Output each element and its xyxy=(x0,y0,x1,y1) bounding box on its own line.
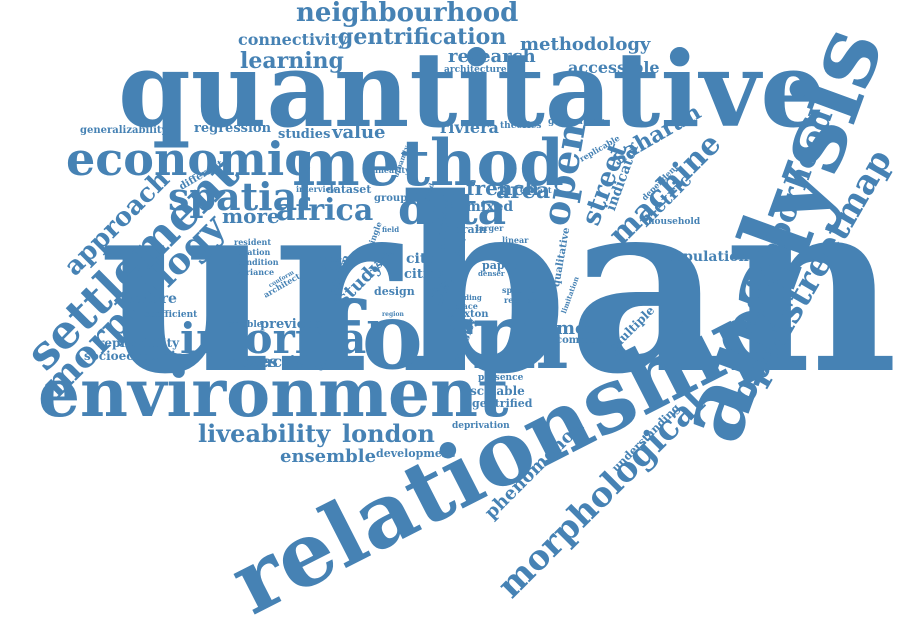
word-learning: learning xyxy=(240,48,344,74)
word-finding: finding xyxy=(454,293,482,302)
word-replicability: replicability xyxy=(98,336,180,350)
word-french: french xyxy=(466,176,540,200)
word-generalizability: generalizability xyxy=(80,125,168,136)
word-ensemble: ensemble xyxy=(280,446,377,467)
word-group: group xyxy=(374,193,408,204)
word-resident: resident xyxy=(234,237,272,247)
word-linear: linear xyxy=(502,235,529,245)
word-neighbourhood: neighbourhood xyxy=(296,0,519,28)
word-gentrified: gentrified xyxy=(472,397,533,410)
word-connectivity: connectivity xyxy=(238,30,348,49)
word-more: more xyxy=(222,204,280,228)
word-studies: studies xyxy=(278,127,331,142)
word-accessible: accessible xyxy=(568,58,660,77)
word-riviera: riviera xyxy=(440,118,499,137)
word-economic: economic xyxy=(66,132,313,186)
word-theories: theories xyxy=(500,121,542,131)
word-design: design xyxy=(374,285,415,298)
word-model: model xyxy=(556,318,618,339)
word-larger: larger xyxy=(476,223,504,233)
word-brixton: brixton xyxy=(448,309,489,320)
word-fabric: fabric xyxy=(322,265,342,272)
word-africa: africa xyxy=(276,193,374,228)
word-mixed: mixed xyxy=(466,199,514,215)
word-city: city xyxy=(406,251,435,267)
word-population: population xyxy=(664,249,749,265)
word-coefficient: coefficient xyxy=(144,310,198,320)
word-methodology: methodology xyxy=(520,34,651,55)
word-extract: extract xyxy=(520,185,552,195)
word-london: london xyxy=(342,419,435,448)
word-denser: denser xyxy=(478,269,505,278)
word-informal: informal xyxy=(180,314,383,363)
word-scalable: scalable xyxy=(470,384,525,398)
word-form: form xyxy=(322,282,569,390)
word-architecture: architecture xyxy=(444,65,507,75)
word-geographic: geographic xyxy=(548,117,605,127)
word-place: place xyxy=(454,301,478,311)
word-method: method xyxy=(292,126,564,201)
word-socioeconomic: socioeconomic xyxy=(84,349,183,363)
word-specific: specific xyxy=(502,285,536,295)
word-regression: regression xyxy=(194,121,272,136)
word-higher: higher xyxy=(320,257,343,264)
word-liveability: liveability xyxy=(198,419,331,448)
word-deprivation: deprivation xyxy=(452,421,510,431)
word-interview: interview xyxy=(296,184,338,194)
word-linearity: linearity xyxy=(372,165,410,175)
word-field: field xyxy=(382,225,400,234)
word-activity: activity xyxy=(262,352,328,371)
word-location: location xyxy=(234,247,271,257)
word-development: development xyxy=(376,447,456,460)
word-spatial: spatial xyxy=(168,174,312,219)
word-paper: paper xyxy=(482,259,518,272)
word-region: region xyxy=(382,311,404,318)
word-regular: regular xyxy=(504,295,538,305)
word-variance: variance xyxy=(236,267,275,277)
word-grain: grain xyxy=(454,223,487,236)
word-area: area xyxy=(496,178,551,204)
word-dataset: dataset xyxy=(326,183,372,196)
word-data: data xyxy=(398,184,507,235)
word-research: research xyxy=(448,46,536,67)
word-previous: previous xyxy=(260,317,323,332)
word-presence: presence xyxy=(478,373,524,383)
word-common: common xyxy=(556,335,604,346)
word-indexes: indexes xyxy=(210,352,278,371)
word-condition: condition xyxy=(236,257,279,267)
word-gentrification: gentrification xyxy=(338,24,507,50)
word-feature: feature xyxy=(120,291,177,307)
word-household: household xyxy=(648,217,701,227)
word-cities: cities xyxy=(404,267,444,282)
word-environment: environment xyxy=(38,354,509,432)
word-value: value xyxy=(332,122,386,143)
word-urban: urban xyxy=(99,145,898,427)
word-quantitative: quantitative xyxy=(118,28,827,151)
word-variable: variable xyxy=(222,320,263,330)
